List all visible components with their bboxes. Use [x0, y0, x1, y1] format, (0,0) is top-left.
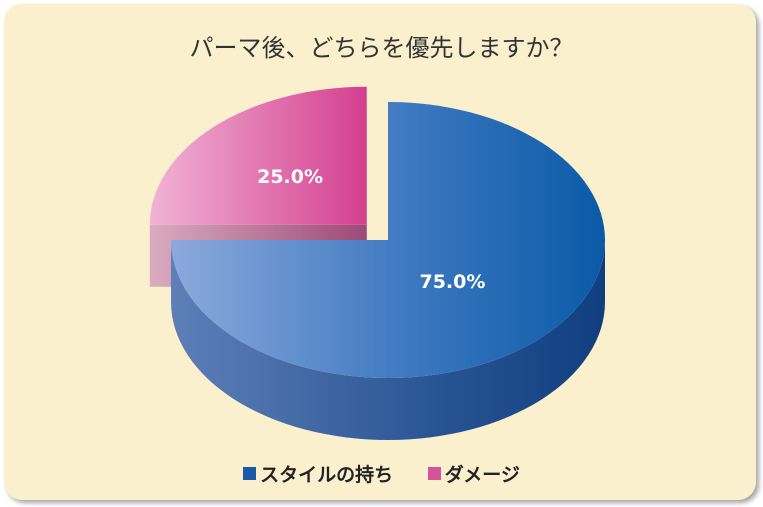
- legend-swatch-style: [243, 467, 257, 480]
- legend-item-damage: ダメージ: [427, 460, 520, 487]
- chart-title: パーマ後、どちらを優先しますか？: [189, 34, 574, 62]
- slice-top-style: [171, 102, 605, 378]
- data-label-style: 75.0%: [419, 271, 485, 293]
- data-label-damage: 25.0%: [257, 166, 323, 188]
- legend-label-damage: ダメージ: [444, 464, 520, 486]
- legend-swatch-damage: [427, 467, 441, 480]
- slice-top-damage: [149, 86, 367, 225]
- legend: スタイルの持ち ダメージ: [0, 460, 763, 487]
- legend-item-style: スタイルの持ち: [243, 460, 393, 487]
- slice-wall-style: [171, 240, 605, 440]
- pie-slice-style: [171, 102, 605, 440]
- legend-label-style: スタイルの持ち: [260, 464, 394, 486]
